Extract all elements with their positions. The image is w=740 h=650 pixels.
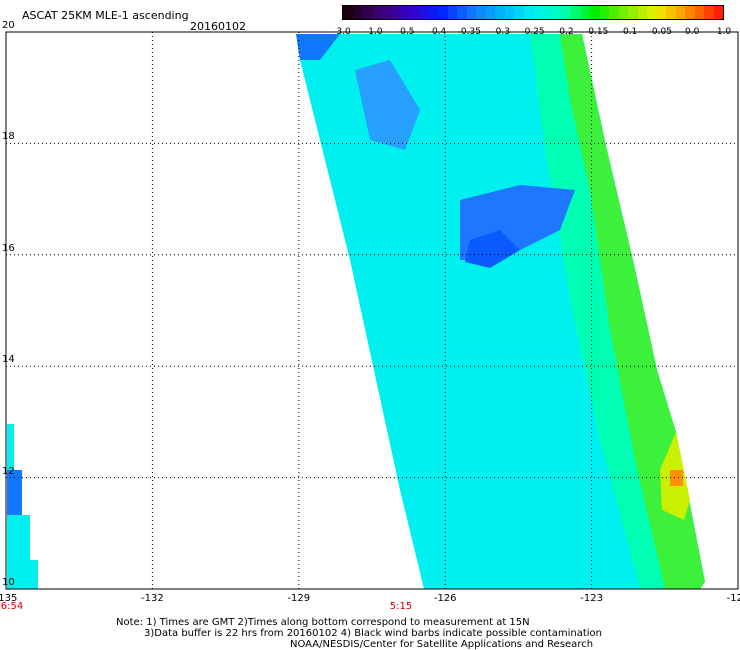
note-line-3: NOAA/NESDIS/Center for Satellite Applica… bbox=[290, 639, 594, 650]
latitude-tick-label: 12 bbox=[2, 465, 15, 477]
latitude-tick-label: 20 bbox=[2, 20, 15, 31]
color-scale-segment bbox=[580, 6, 591, 19]
color-scale-segment bbox=[628, 6, 639, 19]
color-scale-segment bbox=[495, 6, 506, 19]
swath-value-patch bbox=[670, 470, 683, 486]
longitude-tick-label: -123 bbox=[580, 593, 603, 604]
color-scale-segment bbox=[371, 6, 382, 19]
latitude-tick-label: 18 bbox=[2, 131, 15, 143]
swath-time-left: 6:54 bbox=[0, 601, 24, 612]
left-swath-edge bbox=[7, 424, 38, 589]
color-scale-segment bbox=[599, 6, 610, 19]
color-scale-segment bbox=[542, 6, 553, 19]
swath-value-patch bbox=[465, 230, 520, 268]
color-scale-segment bbox=[352, 6, 363, 19]
color-scale-segment bbox=[428, 6, 439, 19]
product-date: 20160102 bbox=[190, 20, 246, 33]
longitude-tick-label: -126 bbox=[433, 593, 457, 604]
color-scale-segment bbox=[685, 6, 696, 19]
swath-value-patch bbox=[355, 60, 420, 150]
color-scale-segment bbox=[647, 6, 658, 19]
latitude-tick-label: 16 bbox=[2, 242, 15, 254]
color-scale-segment bbox=[362, 6, 373, 19]
map-frame bbox=[5, 31, 739, 590]
color-scale-segment bbox=[713, 6, 723, 19]
color-scale-segment bbox=[590, 6, 601, 19]
color-scale-segment bbox=[485, 6, 496, 19]
color-scale-segment bbox=[343, 6, 354, 19]
longitude-tick-label: -129 bbox=[287, 593, 311, 604]
color-scale-segment bbox=[514, 6, 525, 19]
color-scale-segment bbox=[419, 6, 430, 19]
color-scale-segment bbox=[400, 6, 411, 19]
color-scale-segment bbox=[438, 6, 449, 19]
color-scale-segment bbox=[447, 6, 458, 19]
color-scale-bar bbox=[342, 5, 724, 20]
color-scale-segment bbox=[381, 6, 392, 19]
color-scale-segment bbox=[552, 6, 563, 19]
swath-edge-cell bbox=[7, 560, 38, 589]
swath-edge-cell bbox=[7, 470, 22, 515]
color-scale-segment bbox=[609, 6, 620, 19]
color-scale-segment bbox=[656, 6, 667, 19]
lat-lon-grid bbox=[5, 31, 739, 590]
color-scale-segment bbox=[457, 6, 468, 19]
color-scale-segment bbox=[694, 6, 705, 19]
longitude-tick-label: -135 bbox=[0, 593, 18, 604]
latitude-tick-label: 14 bbox=[2, 354, 15, 366]
swath-edge-cell bbox=[7, 424, 14, 470]
color-scale-segment bbox=[571, 6, 582, 19]
color-scale-segment bbox=[390, 6, 401, 19]
latitude-tick-label: 10 bbox=[2, 577, 15, 588]
color-scale-segment bbox=[675, 6, 686, 19]
color-scale-segment bbox=[666, 6, 677, 19]
note-line-1: Note: 1) Times are GMT 2)Times along bot… bbox=[116, 617, 530, 628]
note-line-2: 3)Data buffer is 22 hrs from 20160102 4)… bbox=[144, 628, 602, 639]
color-scale-segment bbox=[476, 6, 487, 19]
swath-edge-cell bbox=[7, 515, 30, 560]
color-scale-segment bbox=[618, 6, 629, 19]
product-title: ASCAT 25KM MLE-1 ascending bbox=[22, 9, 189, 22]
color-scale-segment bbox=[504, 6, 515, 19]
color-scale-segment bbox=[637, 6, 648, 19]
ascat-swath-field bbox=[296, 34, 705, 589]
color-scale-segment bbox=[561, 6, 572, 19]
longitude-tick-label: -132 bbox=[141, 593, 164, 604]
longitude-tick-label: -120 bbox=[726, 593, 740, 604]
color-scale-segment bbox=[409, 6, 420, 19]
color-scale-segment bbox=[533, 6, 544, 19]
color-scale-segment bbox=[466, 6, 477, 19]
swath-value-patch bbox=[296, 34, 340, 60]
color-scale-segment bbox=[704, 6, 715, 19]
color-scale-segment bbox=[523, 6, 534, 19]
swath-time-center: 5:15 bbox=[389, 601, 413, 612]
